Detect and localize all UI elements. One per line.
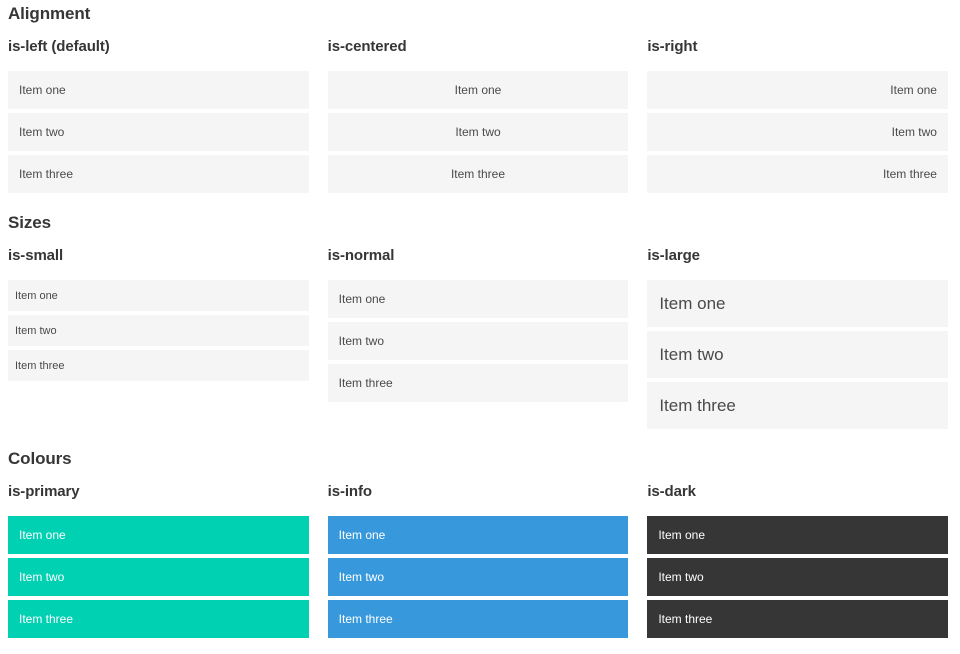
section-title-alignment: Alignment [8,4,91,23]
group-is-small: is-small Item one Item two Item three [8,248,309,381]
group-label-is-primary: is-primary [8,483,80,500]
group-is-dark: is-dark Item one Item two Item three [647,484,948,638]
list-item[interactable]: Item three [8,155,309,193]
group-label-is-centered: is-centered [327,38,407,55]
list-item[interactable]: Item two [8,315,309,346]
list-item[interactable]: Item one [8,71,309,109]
list-item[interactable]: Item one [647,71,948,109]
section-title-colours: Colours [8,449,72,468]
list-item[interactable]: Item two [327,322,629,360]
sizes-row: is-small Item one Item two Item three is… [8,248,948,429]
list-item[interactable]: Item three [647,155,948,193]
colours-row: is-primary Item one Item two Item three … [8,484,948,638]
list-item[interactable]: Item two [8,113,309,151]
group-label-is-normal: is-normal [327,247,395,264]
section-colours: Colours is-primary Item one Item two Ite… [8,449,948,638]
alignment-row: is-left (default) Item one Item two Item… [8,39,948,193]
list-item[interactable]: Item two [647,331,948,378]
list-is-primary: Item one Item two Item three [8,516,309,638]
list-item[interactable]: Item two [327,113,629,151]
list-item[interactable]: Item one [327,280,629,318]
list-item[interactable]: Item three [8,600,309,638]
list-item[interactable]: Item three [327,364,629,402]
group-label-is-small: is-small [8,247,64,264]
list-item[interactable]: Item two [8,558,309,596]
group-is-info: is-info Item one Item two Item three [327,483,629,638]
section-alignment: Alignment is-left (default) Item one Ite… [8,4,948,193]
group-label-is-right: is-right [647,38,698,55]
group-label-is-left: is-left (default) [8,38,110,55]
list-is-normal: Item one Item two Item three [327,280,629,402]
list-is-left: Item one Item two Item three [8,71,309,193]
group-is-right: is-right Item one Item two Item three [647,39,948,193]
section-title-sizes: Sizes [8,213,51,232]
list-is-centered: Item one Item two Item three [327,71,629,193]
list-item[interactable]: Item one [8,516,309,554]
group-label-is-info: is-info [327,483,372,500]
list-is-small: Item one Item two Item three [8,280,309,381]
list-item[interactable]: Item one [327,516,629,554]
group-is-primary: is-primary Item one Item two Item three [8,484,309,638]
group-label-is-dark: is-dark [647,483,696,500]
list-is-dark: Item one Item two Item three [647,516,948,638]
list-item[interactable]: Item two [647,558,948,596]
section-sizes: Sizes is-small Item one Item two Item th… [8,213,948,429]
list-item[interactable]: Item one [8,280,309,311]
group-label-is-large: is-large [647,247,700,264]
list-is-right: Item one Item two Item three [647,71,948,193]
list-item[interactable]: Item one [647,280,948,327]
list-item[interactable]: Item three [647,382,948,429]
group-is-normal: is-normal Item one Item two Item three [327,247,629,402]
list-item[interactable]: Item two [327,558,629,596]
list-item[interactable]: Item one [647,516,948,554]
list-item[interactable]: Item three [8,350,309,381]
list-is-info: Item one Item two Item three [327,516,629,638]
list-item[interactable]: Item two [647,113,948,151]
group-is-centered: is-centered Item one Item two Item three [327,38,629,193]
list-is-large: Item one Item two Item three [647,280,948,429]
group-is-large: is-large Item one Item two Item three [647,248,948,429]
list-item[interactable]: Item three [647,600,948,638]
list-item[interactable]: Item three [327,155,629,193]
group-is-left: is-left (default) Item one Item two Item… [8,39,309,193]
list-item[interactable]: Item three [327,600,629,638]
list-item[interactable]: Item one [327,71,629,109]
